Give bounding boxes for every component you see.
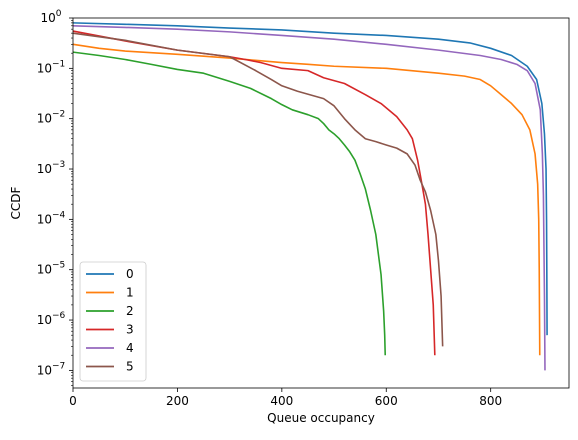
legend-label-3: 3 [126, 323, 134, 337]
x-axis-label: Queue occupancy [267, 411, 375, 425]
y-tick-label: 10−7 [37, 361, 66, 377]
series-line-1 [72, 43, 541, 356]
series-line-4 [72, 25, 546, 371]
legend-label-0: 0 [126, 267, 134, 281]
series-line-0 [72, 22, 548, 336]
legend-label-2: 2 [126, 304, 134, 318]
y-tick-label: 10−4 [37, 210, 66, 226]
y-axis: 100 10−1 10−2 10−3 10−4 10−5 10−6 10−7 [37, 9, 73, 386]
x-axis: 0 200 400 600 800 [69, 388, 502, 408]
x-tick-label: 600 [375, 394, 398, 408]
legend: 0 1 2 3 4 5 [79, 261, 147, 382]
x-tick-label: 200 [166, 394, 189, 408]
series-line-5 [72, 32, 444, 347]
y-tick-label: 10−2 [37, 110, 66, 126]
x-tick-label: 0 [69, 394, 77, 408]
y-axis-label: CCDF [9, 186, 23, 219]
x-tick-label: 800 [479, 394, 502, 408]
y-tick-label: 10−1 [37, 59, 66, 75]
series-layer [72, 22, 548, 371]
series-line-3 [72, 30, 436, 356]
plot-frame [72, 17, 570, 389]
legend-box [79, 261, 147, 382]
y-tick-label: 10−5 [37, 261, 66, 277]
series-line-2 [72, 51, 387, 356]
legend-label-5: 5 [126, 360, 134, 374]
legend-label-1: 1 [126, 286, 134, 300]
y-tick-label: 10−3 [37, 160, 66, 176]
y-tick-label: 10−6 [37, 311, 66, 327]
legend-label-4: 4 [126, 341, 134, 355]
y-tick-label: 100 [40, 9, 61, 25]
x-tick-label: 400 [270, 394, 293, 408]
